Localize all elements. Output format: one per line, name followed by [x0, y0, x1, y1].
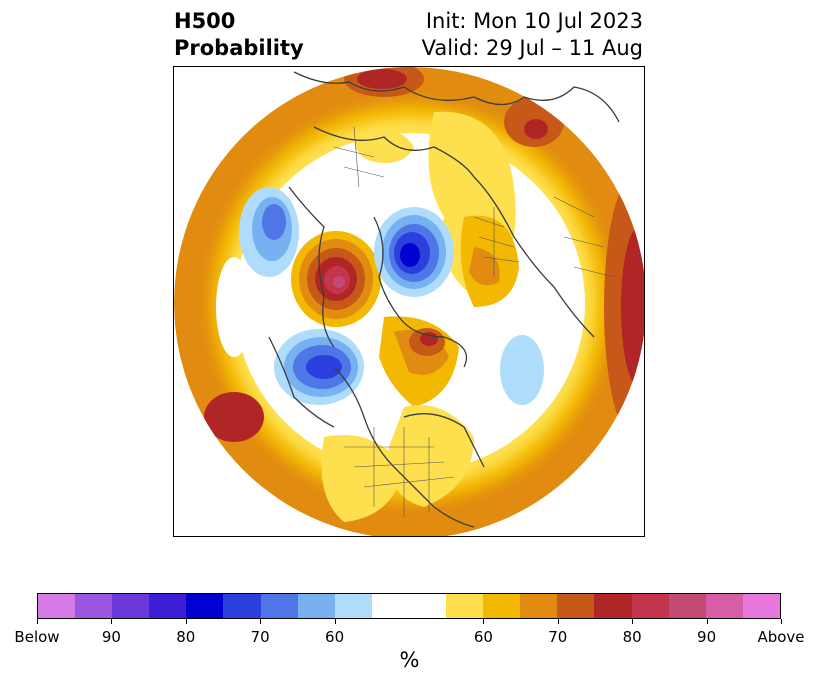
colorbar-segment	[186, 594, 224, 618]
colorbar-tick-mark	[781, 619, 782, 624]
colorbar	[37, 593, 781, 619]
init-date: Init: Mon 10 Jul 2023	[425, 9, 643, 33]
colorbar-unit: %	[399, 648, 420, 672]
colorbar-segment	[520, 594, 558, 618]
colorbar-segment	[38, 594, 76, 618]
colorbar-segment	[112, 594, 150, 618]
map-title: H500 Probability	[174, 8, 304, 62]
colorbar-segment	[223, 594, 261, 618]
colorbar-tick-label: 90	[697, 628, 717, 646]
colorbar-tick-label: Above	[757, 628, 805, 646]
colorbar-segment	[742, 594, 780, 618]
colorbar-tick-label: 70	[250, 628, 270, 646]
probability-field	[174, 67, 644, 536]
colorbar-segment	[149, 594, 187, 618]
colorbar-segment	[408, 594, 447, 618]
colorbar-tick-label: Below	[14, 628, 60, 646]
colorbar-segment	[297, 594, 335, 618]
colorbar-segment	[631, 594, 669, 618]
colorbar-tick-label: 70	[548, 628, 568, 646]
colorbar-segment	[705, 594, 743, 618]
valid-period: Valid: 29 Jul – 11 Aug	[421, 36, 643, 60]
colorbar-tick-mark	[334, 619, 336, 624]
colorbar-segment	[260, 594, 298, 618]
colorbar-segment	[371, 594, 409, 618]
forecast-info: Init: Mon 10 Jul 2023 Valid: 29 Jul – 11…	[422, 8, 643, 62]
polar-map	[174, 67, 644, 536]
colorbar-tick-label: 60	[473, 628, 493, 646]
colorbar-tick-label: 90	[101, 628, 121, 646]
colorbar-segment	[668, 594, 706, 618]
colorbar-tick-mark	[632, 619, 634, 624]
map-panel	[173, 66, 645, 537]
colorbar-tick-mark	[260, 619, 262, 624]
colorbar-segment	[75, 594, 113, 618]
colorbar-segment	[483, 594, 521, 618]
colorbar-tick-mark	[483, 619, 485, 624]
colorbar-tick-mark	[557, 619, 559, 624]
colorbar-segment	[594, 594, 632, 618]
colorbar-tick-label: 80	[622, 628, 642, 646]
title-line-2: Probability	[174, 36, 304, 60]
colorbar-segment	[446, 594, 484, 618]
colorbar-tick-mark	[185, 619, 187, 624]
borders	[333, 126, 615, 517]
colorbar-segment	[334, 594, 372, 618]
colorbar-tick-mark	[37, 619, 38, 624]
colorbar-tick-mark	[706, 619, 708, 624]
colorbar-segment	[557, 594, 595, 618]
title-line-1: H500	[174, 9, 236, 33]
colorbar-tick-label: 80	[176, 628, 196, 646]
colorbar-tick-label: 60	[325, 628, 345, 646]
coastlines	[268, 71, 620, 528]
colorbar-tick-mark	[111, 619, 113, 624]
